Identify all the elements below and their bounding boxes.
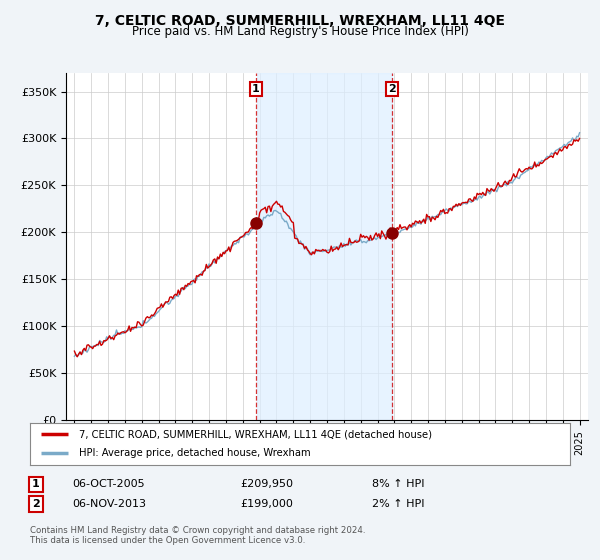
Text: HPI: Average price, detached house, Wrexham: HPI: Average price, detached house, Wrex… <box>79 449 310 459</box>
Text: 06-OCT-2005: 06-OCT-2005 <box>72 479 145 489</box>
Text: Price paid vs. HM Land Registry's House Price Index (HPI): Price paid vs. HM Land Registry's House … <box>131 25 469 38</box>
Text: 06-NOV-2013: 06-NOV-2013 <box>72 499 146 509</box>
Text: 2% ↑ HPI: 2% ↑ HPI <box>372 499 425 509</box>
Text: 8% ↑ HPI: 8% ↑ HPI <box>372 479 425 489</box>
Text: 1: 1 <box>252 84 260 94</box>
Text: 7, CELTIC ROAD, SUMMERHILL, WREXHAM, LL11 4QE: 7, CELTIC ROAD, SUMMERHILL, WREXHAM, LL1… <box>95 14 505 28</box>
Text: 2: 2 <box>388 84 396 94</box>
Text: 7, CELTIC ROAD, SUMMERHILL, WREXHAM, LL11 4QE (detached house): 7, CELTIC ROAD, SUMMERHILL, WREXHAM, LL1… <box>79 429 431 439</box>
Text: £199,000: £199,000 <box>240 499 293 509</box>
Text: This data is licensed under the Open Government Licence v3.0.: This data is licensed under the Open Gov… <box>30 536 305 545</box>
Text: £209,950: £209,950 <box>240 479 293 489</box>
Text: 2: 2 <box>32 499 40 509</box>
Text: Contains HM Land Registry data © Crown copyright and database right 2024.: Contains HM Land Registry data © Crown c… <box>30 526 365 535</box>
Text: 1: 1 <box>32 479 40 489</box>
